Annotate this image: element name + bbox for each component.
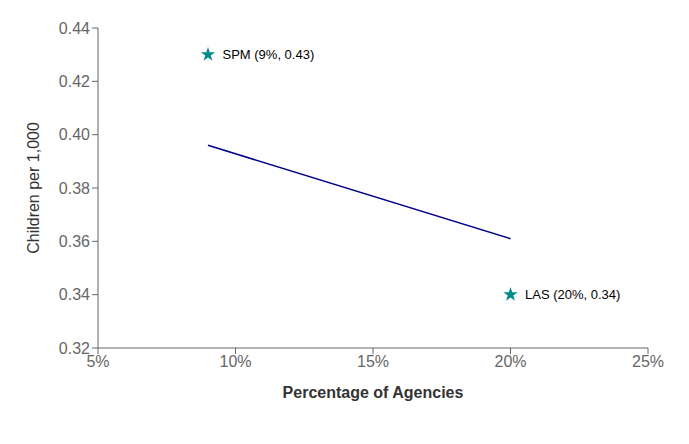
svg-text:20%: 20%	[494, 353, 526, 370]
svg-text:25%: 25%	[632, 353, 664, 370]
svg-text:0.40: 0.40	[59, 126, 90, 143]
svg-text:Percentage of Agencies: Percentage of Agencies	[283, 384, 464, 401]
svg-text:0.32: 0.32	[59, 340, 90, 357]
svg-text:0.34: 0.34	[59, 286, 90, 303]
svg-text:5%: 5%	[86, 353, 110, 371]
svg-text:0.44: 0.44	[59, 20, 90, 37]
svg-text:15%: 15%	[357, 353, 389, 370]
svg-text:0.42: 0.42	[59, 73, 90, 90]
svg-text:Children per 1,000: Children per 1,000	[25, 122, 42, 254]
svg-text:SPM (9%, 0.43): SPM (9%, 0.43)	[223, 47, 315, 62]
svg-text:10%: 10%	[219, 353, 251, 370]
svg-text:0.38: 0.38	[59, 180, 90, 197]
svg-text:0.36: 0.36	[59, 233, 90, 250]
svg-text:LAS (20%, 0.34): LAS (20%, 0.34)	[525, 287, 620, 302]
